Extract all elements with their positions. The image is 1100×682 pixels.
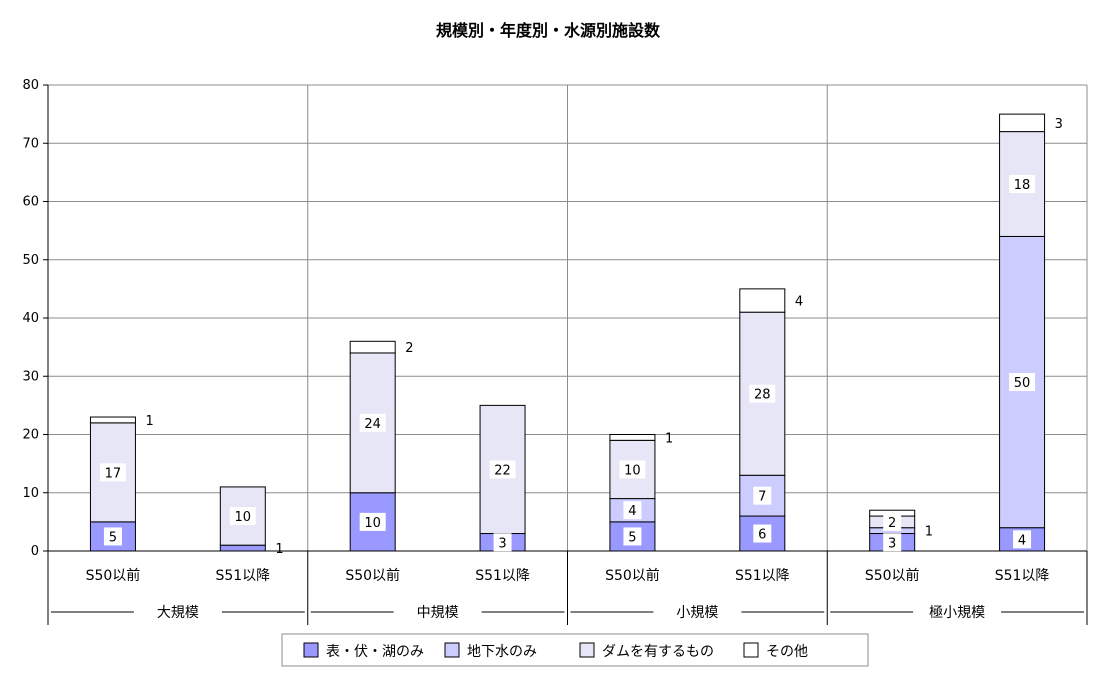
data-label-box [1013,530,1032,549]
data-label: 5 [628,530,636,545]
legend-swatch [579,642,595,658]
data-label-box [493,533,512,552]
bar-segment [219,544,266,552]
y-tick-label: 40 [22,311,39,326]
bar-segment [739,311,786,476]
gridlines [48,84,1088,551]
category-label: S50以前 [605,567,660,584]
bar-segment [609,434,656,441]
data-label-box [103,527,122,546]
category-label: S50以前 [86,567,141,584]
data-label: 22 [494,463,511,478]
legend: 表・伏・湖のみ 地下水のみ ダムを有するもの その他 [281,633,869,667]
data-label: 28 [754,388,771,403]
data-label: 10 [364,516,381,531]
data-label-box [229,507,256,526]
data-label: 3 [888,536,896,551]
y-tick-label: 80 [22,78,39,93]
legend-swatch [444,642,460,658]
data-label-box [883,533,902,552]
data-label: 10 [235,510,252,525]
data-label-box [1009,175,1036,194]
data-label-box [749,384,776,403]
data-label: 1 [275,542,283,557]
data-label: 50 [1014,376,1031,391]
bar-segment [999,113,1046,133]
bar-segment [739,288,786,313]
data-label: 1 [145,414,153,429]
data-label-box [359,512,386,531]
y-tick-label: 10 [22,486,39,501]
data-label: 10 [624,463,641,478]
category-label: S51以降 [995,568,1050,584]
data-label: 24 [364,417,381,432]
group-label: 極小規模 [929,605,985,621]
data-label: 7 [758,490,766,505]
y-tick-label: 60 [22,195,39,210]
legend-swatch [743,642,759,658]
bar-segment [89,416,136,424]
data-label: 2 [405,341,413,356]
category-label: S51以降 [475,568,530,584]
legend-label: その他 [766,644,808,660]
data-label: 2 [888,516,896,531]
data-label: 1 [665,431,673,446]
data-label-box [623,501,642,520]
group-label: 中規模 [417,605,459,621]
group-label: 大規模 [157,605,199,621]
legend-label: ダムを有するもの [602,644,714,660]
data-label: 4 [1018,533,1026,548]
data-label: 4 [795,295,803,310]
data-label-box [753,524,772,543]
y-tick-label: 20 [22,428,39,443]
data-label: 3 [1055,117,1063,132]
data-label-box [883,512,902,531]
chart-title: 規模別・年度別・水源別施設数 [436,21,661,40]
category-label: S51以降 [215,568,270,584]
data-label-box [1009,373,1036,392]
legend-label: 地下水のみ [467,644,537,660]
data-label-box [619,460,646,479]
data-label-box [489,460,516,479]
y-tick-label: 70 [22,136,39,151]
category-label: S50以前 [865,567,920,584]
y-tick-label: 30 [22,369,39,384]
data-label-box [623,527,642,546]
data-label: 3 [498,536,506,551]
data-label: 1 [925,525,933,540]
data-label-box [99,463,126,482]
legend-box [281,633,869,667]
data-label-box [359,413,386,432]
data-label: 4 [628,504,636,519]
category-label: S50以前 [345,567,400,584]
group-label: 小規模 [676,605,718,621]
legend-label: 表・伏・湖のみ [326,644,424,660]
bar-segment [349,340,396,354]
legend-swatch [303,642,319,658]
category-label: S51以降 [735,568,790,584]
data-label: 6 [758,528,766,543]
data-label-box [753,486,772,505]
data-label: 17 [105,466,122,481]
y-tick-label: 0 [31,544,39,559]
data-label: 18 [1014,178,1031,193]
data-label: 5 [109,530,117,545]
y-tick-label: 50 [22,253,39,268]
